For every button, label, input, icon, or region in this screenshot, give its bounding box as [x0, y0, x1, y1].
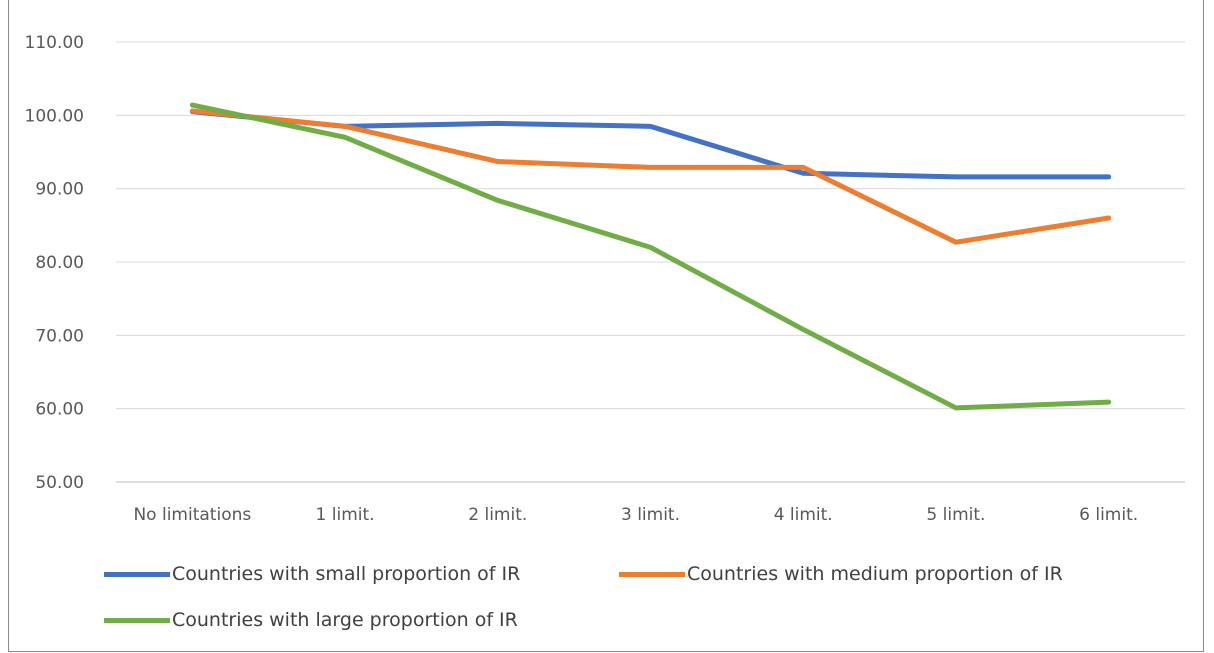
series-line-1	[189, 108, 1112, 245]
x-tick-label: 3 limit.	[621, 505, 680, 525]
x-tick-label: 5 limit.	[926, 505, 985, 525]
y-tick-label: 60.00	[35, 400, 84, 420]
x-tick-label: 4 limit.	[774, 505, 833, 525]
legend-swatch-medium	[619, 571, 685, 577]
legend-item-small: Countries with small proportion of IR	[104, 563, 520, 585]
x-tick-label: No limitations	[133, 505, 251, 525]
legend-label-medium: Countries with medium proportion of IR	[687, 563, 1063, 585]
legend-item-medium: Countries with medium proportion of IR	[619, 563, 1063, 585]
y-tick-label: 100.00	[25, 106, 84, 126]
legend-swatch-small	[104, 571, 170, 577]
series-line-2	[189, 102, 1112, 411]
legend-label-small: Countries with small proportion of IR	[172, 563, 521, 585]
y-tick-label: 70.00	[35, 326, 84, 346]
y-tick-label: 90.00	[35, 180, 84, 200]
legend-label-large: Countries with large proportion of IR	[172, 609, 518, 631]
legend-swatch-large	[104, 617, 170, 623]
x-tick-label: 2 limit.	[468, 505, 527, 525]
y-tick-label: 50.00	[35, 473, 84, 493]
legend-item-large: Countries with large proportion of IR	[104, 609, 518, 631]
x-tick-label: 6 limit.	[1079, 505, 1138, 525]
chart-frame	[8, 0, 1204, 652]
y-tick-label: 80.00	[35, 253, 84, 273]
y-tick-label: 110.00	[25, 33, 84, 53]
x-tick-label: 1 limit.	[316, 505, 375, 525]
